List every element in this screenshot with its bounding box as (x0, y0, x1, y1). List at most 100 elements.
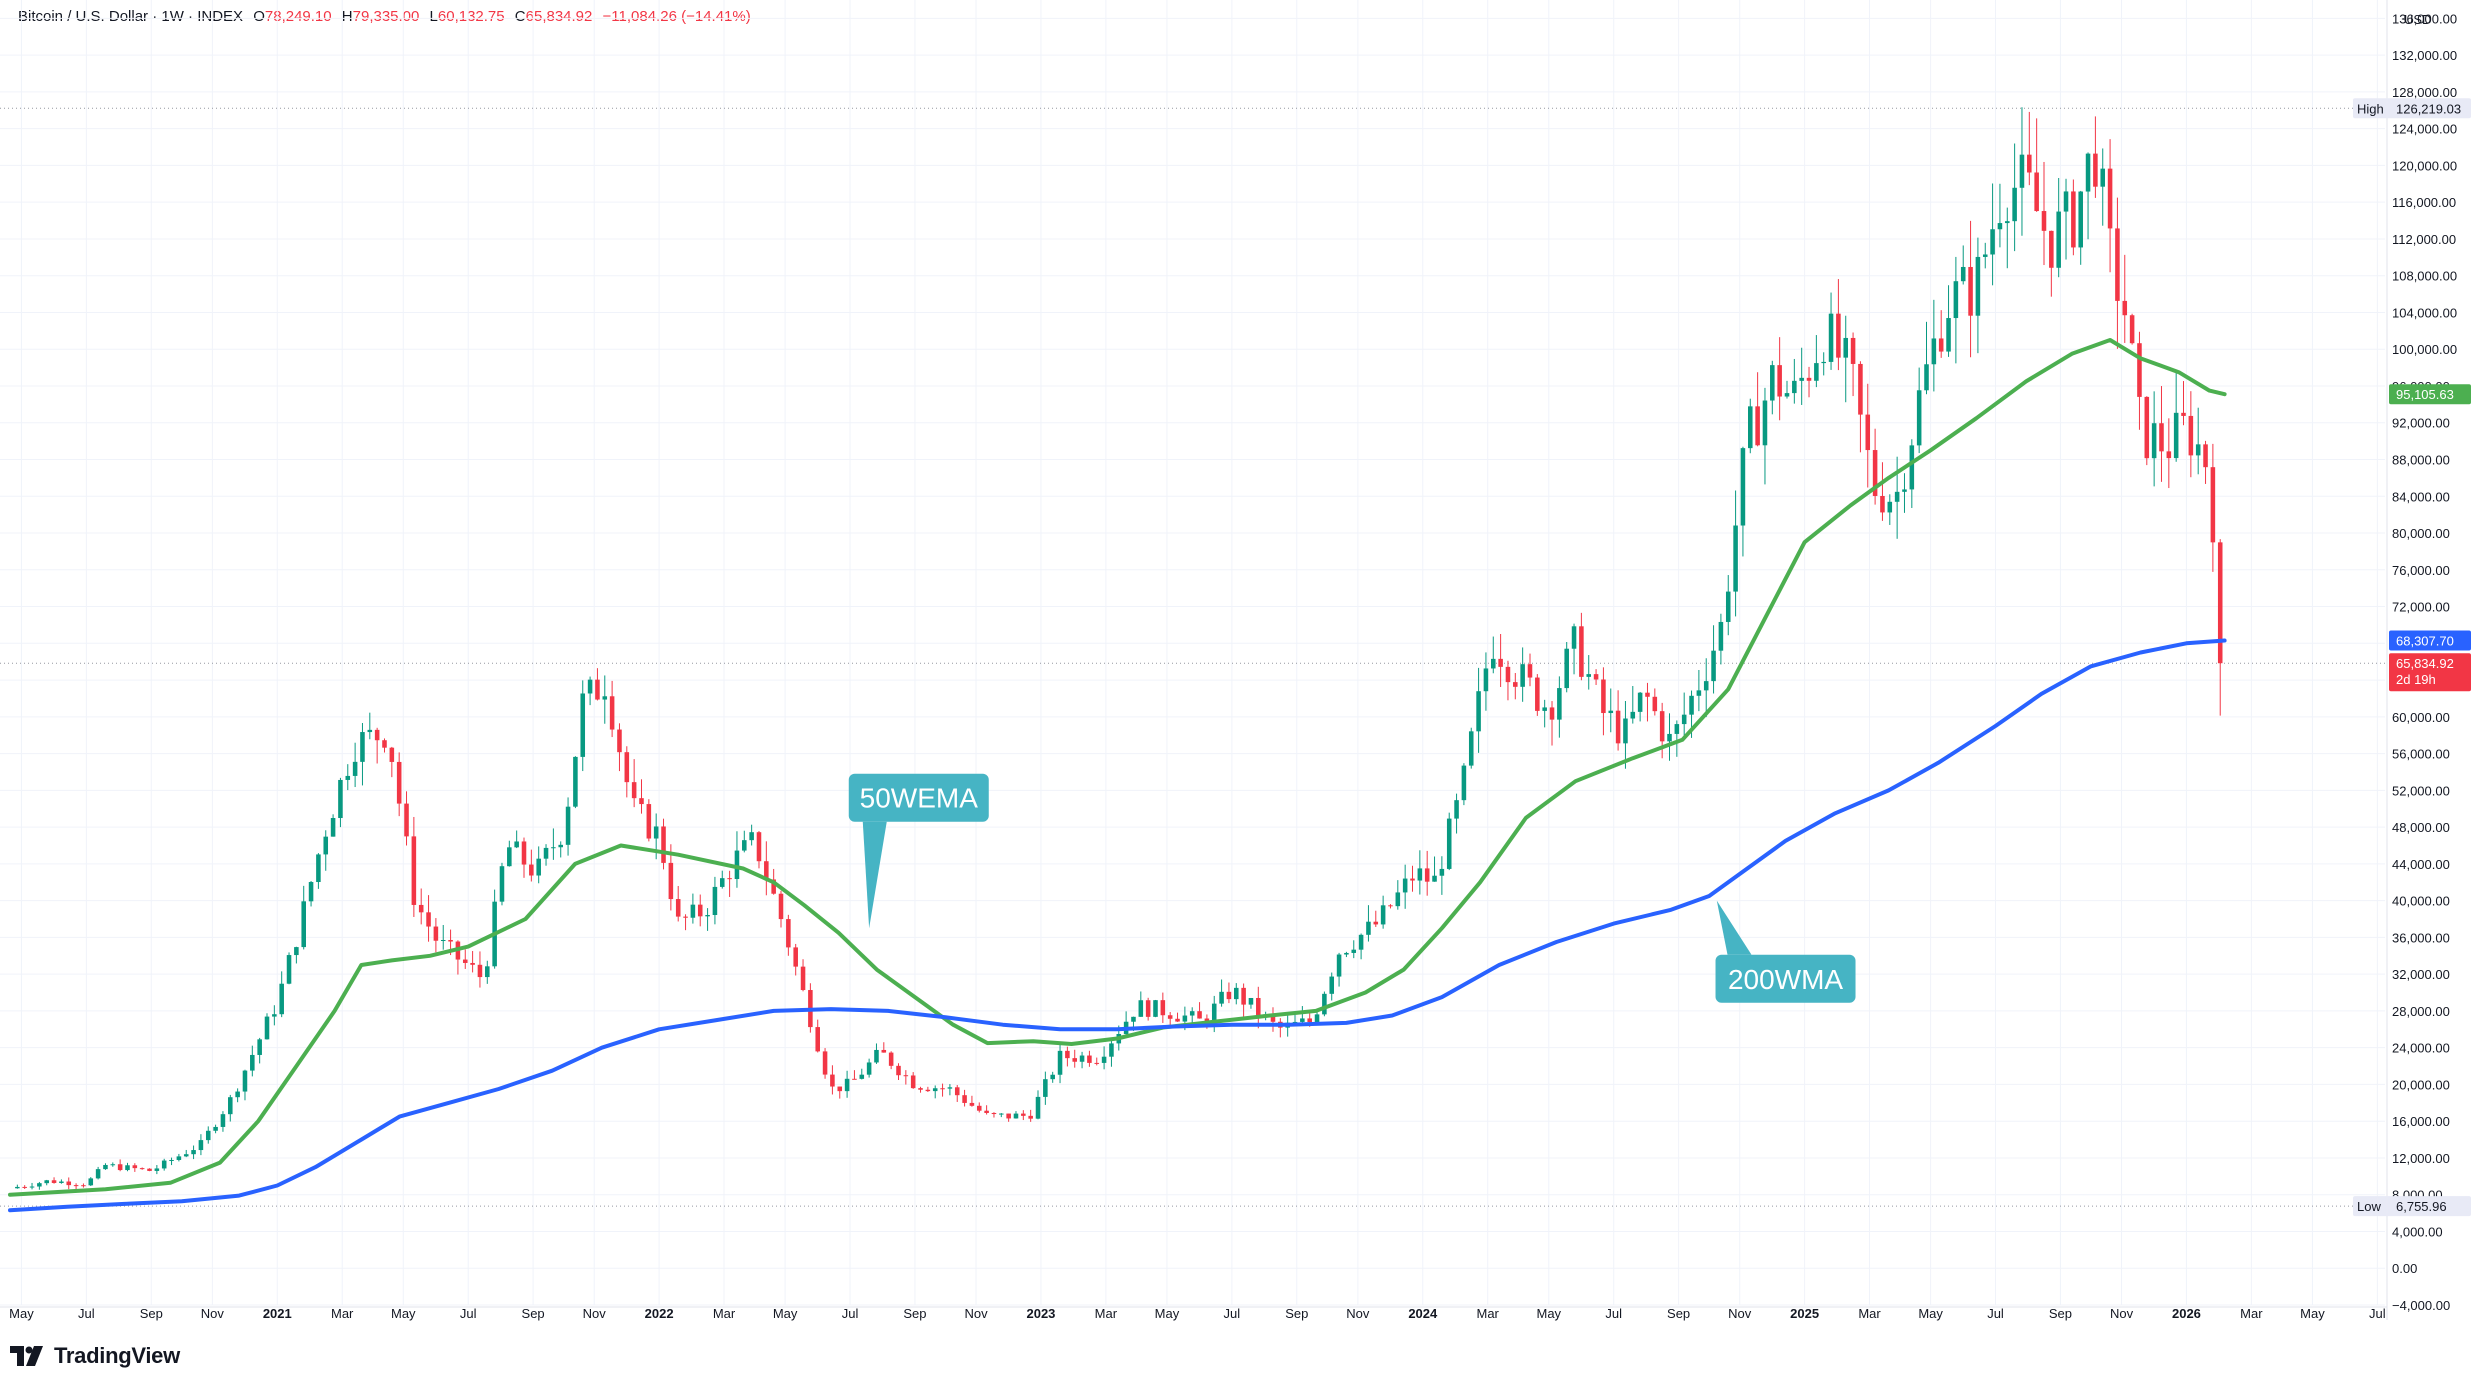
candle-body[interactable] (2151, 423, 2157, 459)
candle-body[interactable] (2034, 172, 2039, 212)
candle-body[interactable] (279, 983, 284, 1015)
candle-body[interactable] (1836, 313, 1841, 358)
candle-body[interactable] (1711, 650, 1716, 682)
candle-body[interactable] (896, 1065, 901, 1076)
candle-body[interactable] (1850, 337, 1856, 364)
last-price-badge[interactable] (2389, 653, 2471, 692)
candle-body[interactable] (1145, 1000, 1151, 1017)
candle-body[interactable] (95, 1169, 101, 1179)
candle-body[interactable] (1468, 731, 1474, 766)
candle-body[interactable] (2071, 191, 2076, 248)
candle-body[interactable] (2093, 153, 2098, 187)
candle-body[interactable] (2210, 467, 2216, 543)
candle-body[interactable] (1828, 313, 1834, 362)
candle-body[interactable] (940, 1088, 945, 1090)
candle-body[interactable] (205, 1130, 211, 1141)
candle-body[interactable] (1351, 949, 1357, 953)
candle-body[interactable] (2122, 300, 2128, 316)
candle-body[interactable] (1094, 1062, 1100, 1064)
candle-body[interactable] (976, 1105, 982, 1111)
candle-body[interactable] (81, 1185, 86, 1187)
candle-body[interactable] (587, 679, 593, 694)
candle-body[interactable] (191, 1150, 196, 1155)
candle-body[interactable] (1571, 626, 1577, 649)
candle-body[interactable] (1461, 765, 1467, 801)
candle-body[interactable] (1248, 997, 1254, 1005)
candle-body[interactable] (675, 899, 681, 917)
candle-body[interactable] (1975, 256, 1981, 316)
ema50-line[interactable] (8, 338, 2227, 1197)
candle-body[interactable] (1968, 266, 1973, 316)
candle-body[interactable] (1292, 1021, 1298, 1023)
candle-body[interactable] (1990, 229, 1995, 255)
candle-body[interactable] (881, 1049, 887, 1053)
candle-body[interactable] (602, 696, 608, 700)
candle-body[interactable] (154, 1168, 160, 1171)
candle-body[interactable] (822, 1051, 828, 1075)
candle-body[interactable] (683, 916, 688, 918)
candle-body[interactable] (448, 939, 453, 942)
candle-body[interactable] (1035, 1096, 1041, 1119)
candle-body[interactable] (1703, 681, 1709, 691)
candle-body[interactable] (1579, 626, 1584, 677)
candle-body[interactable] (1013, 1113, 1019, 1119)
candle-body[interactable] (1982, 254, 1988, 257)
candle-body[interactable] (866, 1062, 872, 1075)
candle-body[interactable] (147, 1168, 152, 1171)
candle-body[interactable] (2137, 343, 2142, 397)
candle-body[interactable] (1623, 718, 1628, 744)
candle-body[interactable] (2085, 153, 2091, 192)
candle-body[interactable] (1189, 1011, 1195, 1016)
wma200-line[interactable] (8, 638, 2227, 1213)
candle-body[interactable] (1601, 679, 1606, 714)
candle-body[interactable] (668, 862, 674, 900)
candle-body[interactable] (389, 747, 395, 762)
candle-body[interactable] (2217, 542, 2223, 664)
candle-body[interactable] (1843, 337, 1849, 358)
candle-body[interactable] (382, 740, 387, 748)
candle-body[interactable] (2027, 154, 2032, 173)
candle-body[interactable] (1659, 711, 1665, 742)
candle-body[interactable] (1395, 892, 1401, 907)
candle-body[interactable] (103, 1164, 108, 1170)
candle-body[interactable] (1520, 664, 1525, 687)
candle-body[interactable] (653, 826, 659, 839)
candle-body[interactable] (1535, 677, 1540, 711)
candle-body[interactable] (793, 947, 798, 967)
candle-body[interactable] (1175, 1018, 1180, 1022)
candle-body[interactable] (485, 966, 490, 978)
candle-body[interactable] (874, 1049, 879, 1063)
candle-body[interactable] (1490, 658, 1496, 669)
candle-body[interactable] (1028, 1115, 1033, 1119)
candle-body[interactable] (1997, 223, 2003, 230)
candle-body[interactable] (1160, 1000, 1166, 1016)
candle-body[interactable] (66, 1181, 72, 1186)
candle-body[interactable] (1696, 690, 1702, 696)
candle-body[interactable] (1960, 266, 1966, 282)
candle-body[interactable] (954, 1087, 960, 1096)
candle-body[interactable] (301, 901, 306, 948)
candle-body[interactable] (749, 832, 754, 841)
candle-body[interactable] (705, 915, 710, 917)
candle-body[interactable] (1131, 1016, 1136, 1022)
candle-body[interactable] (250, 1054, 255, 1071)
candle-body[interactable] (830, 1074, 835, 1087)
candle-body[interactable] (462, 959, 468, 963)
candle-body[interactable] (1740, 448, 1746, 526)
candlestick-series[interactable] (15, 107, 2223, 1190)
candle-body[interactable] (161, 1160, 167, 1169)
candle-body[interactable] (1417, 868, 1423, 881)
candle-body[interactable] (580, 693, 586, 757)
candle-body[interactable] (176, 1156, 182, 1160)
candle-body[interactable] (2063, 191, 2069, 212)
candle-body[interactable] (932, 1088, 938, 1092)
brand-logo[interactable]: TradingView (10, 1343, 180, 1369)
candle-body[interactable] (1072, 1058, 1078, 1062)
candle-body[interactable] (338, 779, 343, 819)
candle-body[interactable] (609, 696, 615, 730)
candle-body[interactable] (1329, 976, 1335, 994)
candle-body[interactable] (514, 841, 519, 848)
candle-body[interactable] (1256, 997, 1261, 1016)
candle-body[interactable] (1938, 338, 1944, 352)
